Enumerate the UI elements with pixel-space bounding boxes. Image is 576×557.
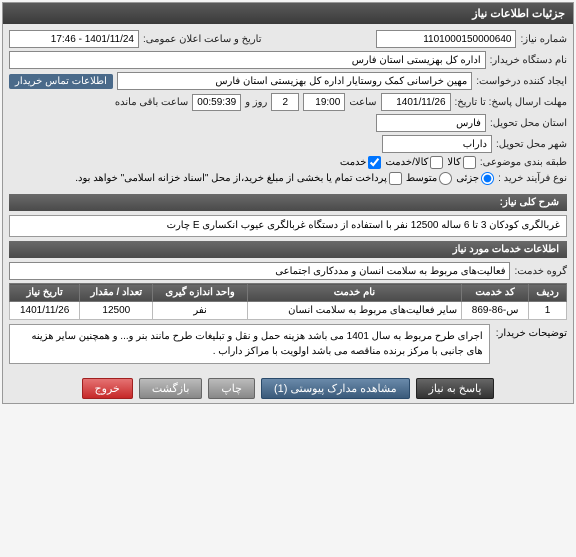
td-code: س-86-869 (462, 302, 529, 320)
need-no-field: 1101000150000640 (376, 30, 516, 48)
panel-title: جزئیات اطلاعات نیاز (3, 3, 573, 24)
medium-radio[interactable]: متوسط (406, 172, 452, 185)
province-label: استان محل تحویل: (490, 118, 567, 129)
announce-field: 1401/11/24 - 17:46 (9, 30, 139, 48)
main-desc-box: غربالگری کودکان 3 تا 6 ساله 12500 نفر با… (9, 215, 567, 237)
kala-service-checkbox[interactable]: کالا/خدمت (385, 156, 443, 169)
buyer-org-label: نام دستگاه خریدار: (490, 55, 567, 66)
contact-link[interactable]: اطلاعات تماس خریدار (9, 74, 113, 89)
table-row[interactable]: 1 س-86-869 سایر فعالیت‌های مربوط به سلام… (10, 302, 567, 320)
time-label-1: ساعت (349, 97, 376, 108)
deadline-label: مهلت ارسال پاسخ: تا تاریخ: (455, 97, 567, 108)
city-label: شهر محل تحویل: (496, 139, 567, 150)
process-label: نوع فرآیند خرید : (498, 173, 567, 184)
td-name: سایر فعالیت‌های مربوط به سلامت انسان (247, 302, 461, 320)
td-row: 1 (529, 302, 567, 320)
th-unit: واحد اندازه گیری (153, 284, 247, 302)
th-date: تاریخ نیاز (10, 284, 80, 302)
back-button[interactable]: بازگشت (139, 378, 203, 399)
city-field: داراب (382, 135, 492, 153)
kala-checkbox[interactable]: کالا (447, 156, 476, 169)
panel-body: شماره نیاز: 1101000150000640 تاریخ و ساع… (3, 24, 573, 370)
buyer-notes-label: توضیحات خریدار: (496, 324, 567, 339)
print-button[interactable]: چاپ (208, 378, 255, 399)
group-label: گروه خدمت: (514, 266, 567, 277)
days-field: 2 (271, 93, 299, 111)
deadline-time-field: 19:00 (303, 93, 345, 111)
class-label: طبقه بندی موضوعی: (480, 157, 567, 168)
countdown-timer: 00:59:39 (192, 94, 241, 111)
province-field: فارس (376, 114, 486, 132)
exit-button[interactable]: خروج (82, 378, 133, 399)
group-field: فعالیت‌های مربوط به سلامت انسان و مددکار… (9, 262, 510, 280)
announce-label: تاریخ و ساعت اعلان عمومی: (143, 34, 262, 45)
td-date: 1401/11/26 (10, 302, 80, 320)
deadline-date-field: 1401/11/26 (381, 93, 451, 111)
details-panel: جزئیات اطلاعات نیاز شماره نیاز: 11010001… (2, 2, 574, 404)
th-qty: تعداد / مقدار (80, 284, 153, 302)
main-desc-title: شرح کلی نیاز: (9, 194, 567, 211)
partial-radio[interactable]: جزئی (456, 172, 494, 185)
table-header-row: ردیف کد خدمت نام خدمت واحد اندازه گیری ت… (10, 284, 567, 302)
th-name: نام خدمت (247, 284, 461, 302)
services-title: اطلاعات خدمات مورد نیاز (9, 241, 567, 258)
need-no-label: شماره نیاز: (520, 34, 567, 45)
attachments-button[interactable]: مشاهده مدارک پیوستی (1) (261, 378, 410, 399)
th-row: ردیف (529, 284, 567, 302)
th-code: کد خدمت (462, 284, 529, 302)
footer-buttons: پاسخ به نیاز مشاهده مدارک پیوستی (1) چاپ… (3, 370, 573, 403)
creator-label: ایجاد کننده درخواست: (476, 76, 567, 87)
buyer-notes-box: اجرای طرح مربوط به سال 1401 می باشد هزین… (9, 324, 490, 364)
td-qty: 12500 (80, 302, 153, 320)
respond-button[interactable]: پاسخ به نیاز (416, 378, 495, 399)
process-note-checkbox[interactable]: پرداخت تمام یا بخشی از مبلغ خرید،از محل … (75, 172, 402, 185)
days-label: روز و (245, 97, 267, 108)
creator-field: مهین خراسانی کمک روستایار اداره کل بهزیس… (117, 72, 472, 90)
service-checkbox[interactable]: خدمت (340, 156, 382, 169)
services-table: ردیف کد خدمت نام خدمت واحد اندازه گیری ت… (9, 283, 567, 320)
td-unit: نفر (153, 302, 247, 320)
buyer-org-field: اداره کل بهزیستی استان فارس (9, 51, 486, 69)
remain-label: ساعت باقی مانده (115, 97, 188, 108)
